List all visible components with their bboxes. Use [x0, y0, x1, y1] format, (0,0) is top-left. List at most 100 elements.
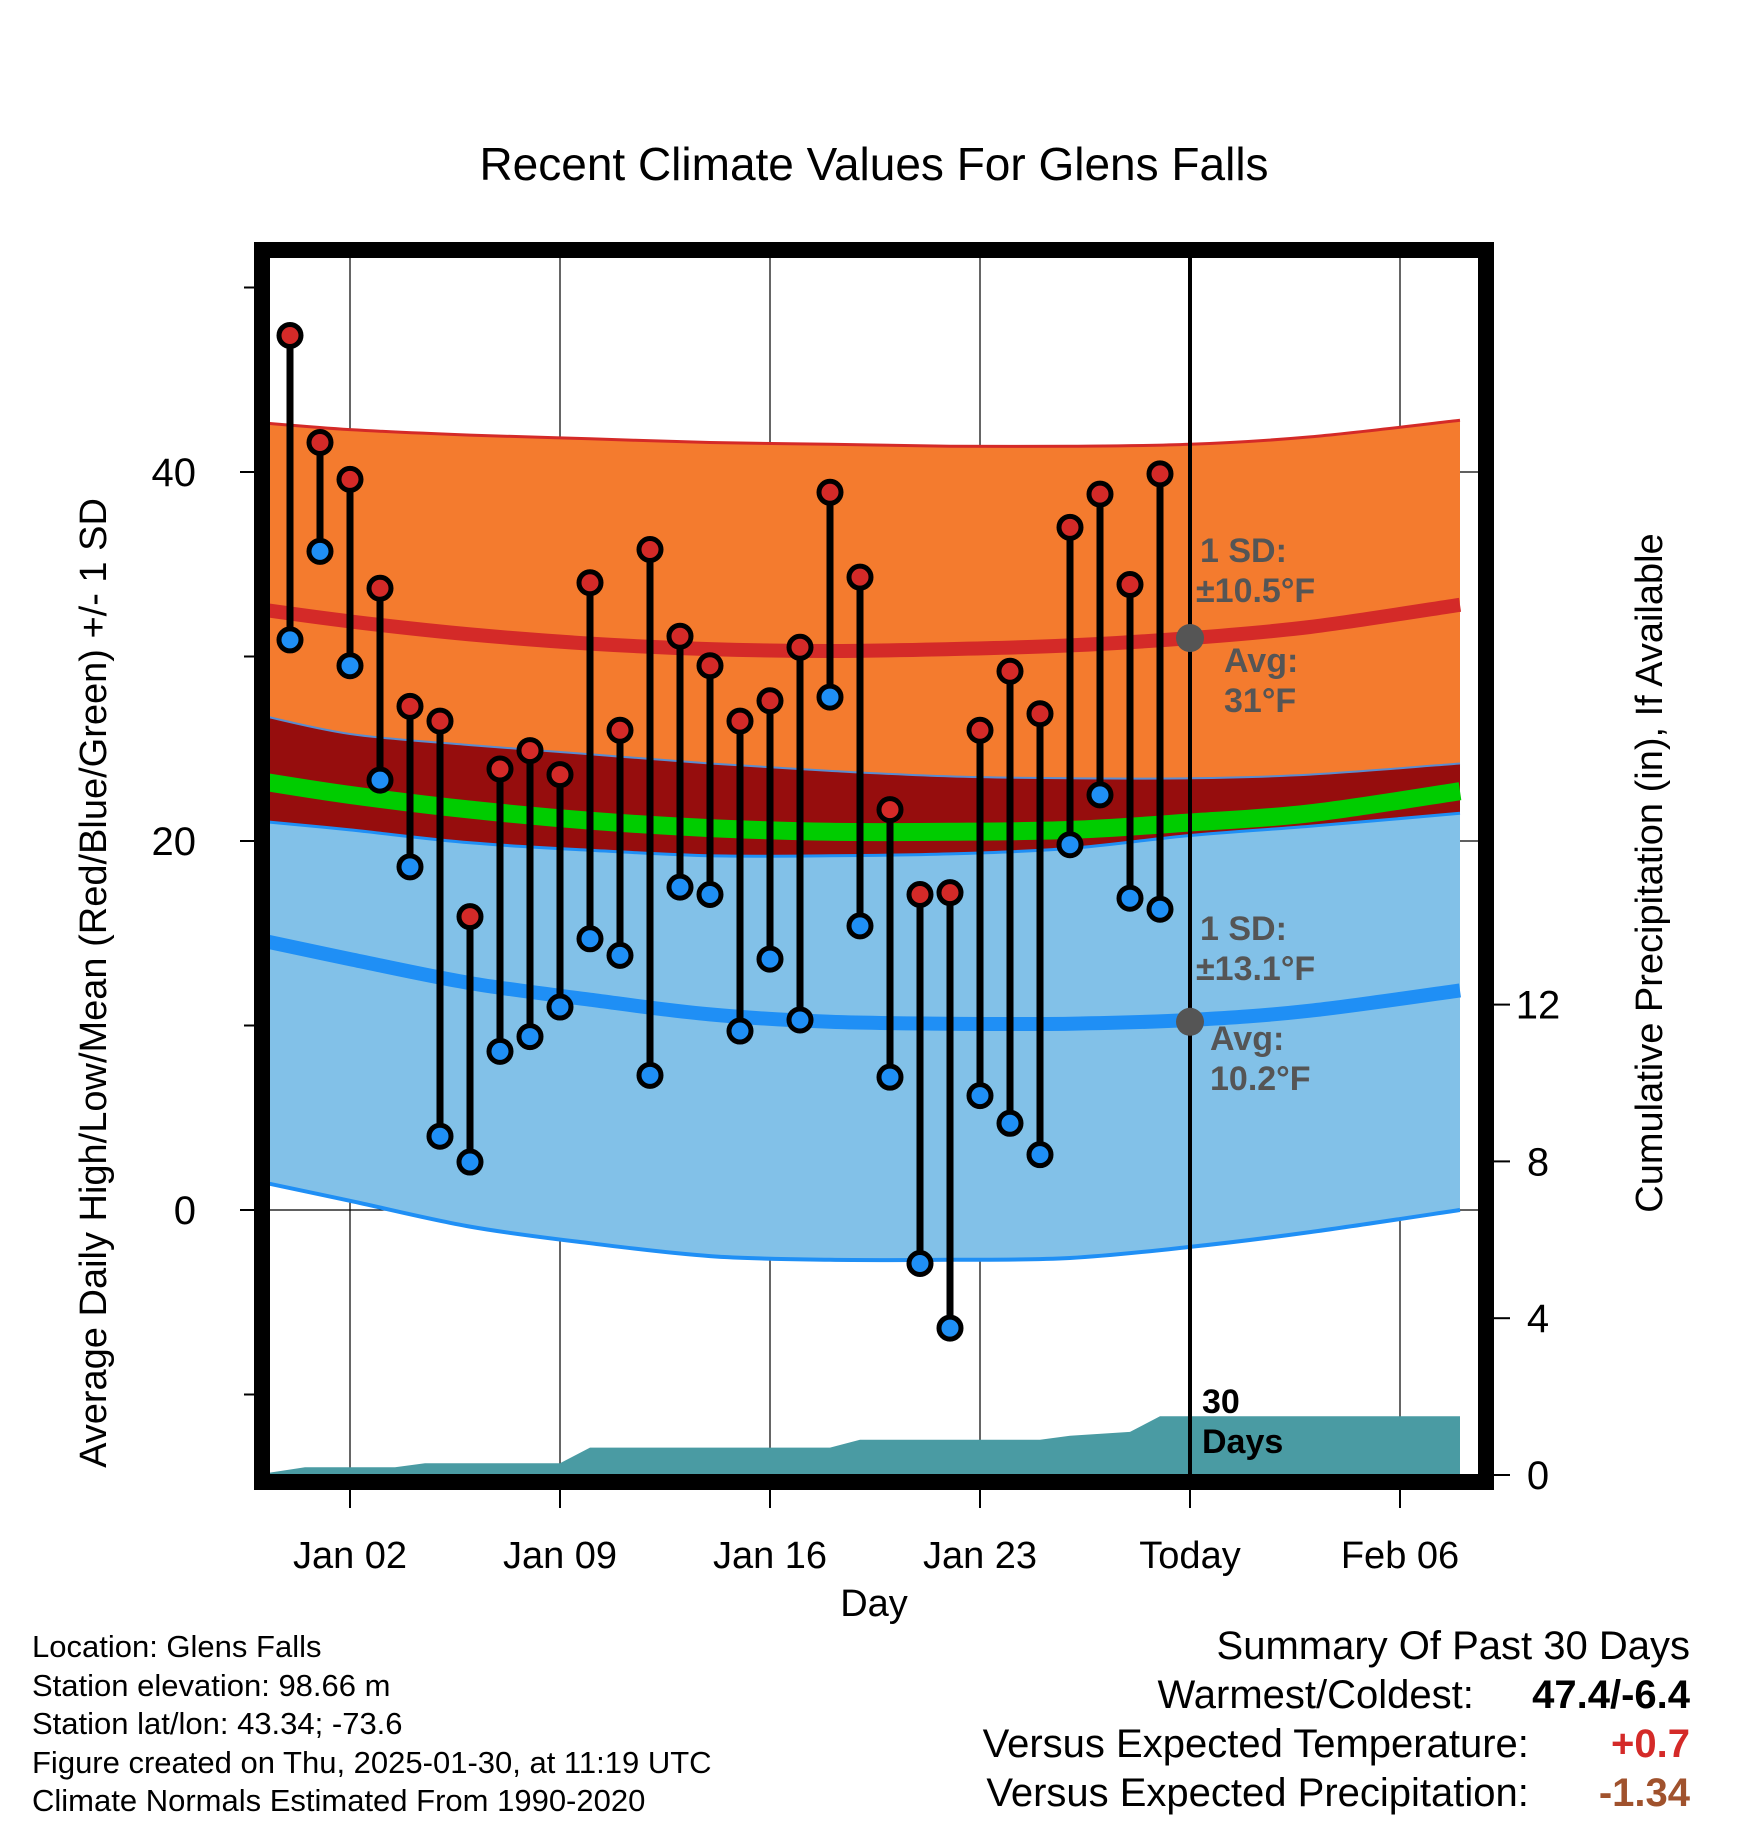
obs-high-point [756, 687, 784, 715]
obs-low-point [516, 1023, 544, 1051]
obs-low-point [456, 1148, 484, 1176]
obs-low-point [936, 1314, 964, 1342]
warmest-value: 47.4/-6.4 [1532, 1673, 1690, 1717]
low-avg-label: Avg: [1210, 1020, 1284, 1058]
obs-low-point [906, 1250, 934, 1278]
obs-high-point [546, 761, 574, 789]
obs-low-point [1056, 831, 1084, 859]
obs-high-point [456, 903, 484, 931]
x-tick-label: Jan 02 [293, 1535, 407, 1577]
chart-title: Recent Climate Values For Glens Falls [479, 138, 1268, 190]
y-axis-right-label: Cumulative Precipitation (in), If Availa… [1629, 533, 1671, 1212]
obs-low-point [726, 1017, 754, 1045]
precip-value: -1.34 [1598, 1771, 1690, 1815]
precipitation-area [260, 1416, 1460, 1480]
obs-low-point [546, 993, 574, 1021]
high-sd-value: ±10.5°F [1196, 572, 1315, 610]
obs-high-point [306, 428, 334, 456]
obs-low-point [396, 853, 424, 881]
obs-high-point [1086, 480, 1114, 508]
y-right-tick-label: 12 [1516, 984, 1561, 1028]
obs-low-point [756, 945, 784, 973]
y-left-tick-label: 0 [174, 1189, 196, 1233]
days-label-word: Days [1202, 1423, 1283, 1461]
high-avg-label: Avg: [1224, 642, 1298, 680]
high-avg-value: 31°F [1224, 682, 1296, 720]
low-sd-upper-line [260, 811, 1461, 858]
high-avg-marker [1176, 624, 1204, 653]
obs-high-point [276, 321, 304, 349]
x-axis-label: Day [840, 1583, 908, 1625]
obs-low-point [576, 925, 604, 953]
obs-low-point [1146, 895, 1174, 923]
mean-normal-line [260, 771, 1462, 842]
obs-low-point [636, 1061, 664, 1089]
obs-low-point [366, 766, 394, 794]
obs-low-point [966, 1082, 994, 1110]
obs-high-point [876, 796, 904, 824]
low-sd-value: ±13.1°F [1196, 950, 1315, 988]
low-sd-label: 1 SD: [1200, 910, 1287, 948]
obs-low-point [306, 537, 334, 565]
obs-low-point [606, 941, 634, 969]
y-axis-left-label: Average Daily High/Low/Mean (Red/Blue/Gr… [73, 498, 115, 1468]
y-right-tick-label: 8 [1527, 1140, 1549, 1184]
normals-text: Climate Normals Estimated From 1990-2020 [32, 1783, 646, 1818]
obs-high-point [636, 535, 664, 563]
latlon-text: Station lat/lon: 43.34; -73.6 [32, 1706, 403, 1741]
obs-high-point [996, 657, 1024, 685]
x-tick-label: Feb 06 [1341, 1535, 1459, 1577]
x-tick-label: Jan 16 [713, 1535, 827, 1577]
summary-title: Summary Of Past 30 Days [1216, 1624, 1690, 1668]
y-left-tick-label: 40 [152, 451, 197, 495]
obs-low-point [876, 1063, 904, 1091]
obs-low-point [666, 873, 694, 901]
plot-frame [254, 242, 1494, 1490]
summary-precip-row: Versus Expected Precipitation: -1.34 [983, 1769, 1690, 1818]
summary-warmest-row: Warmest/Coldest: 47.4/-6.4 [983, 1671, 1691, 1720]
obs-low-point [336, 652, 364, 680]
elevation-text: Station elevation: 98.66 m [32, 1667, 391, 1703]
obs-high-point [1056, 513, 1084, 541]
obs-high-point [516, 737, 544, 765]
obs-high-point [1146, 460, 1174, 488]
obs-low-point [276, 626, 304, 654]
x-tick-label: Jan 23 [923, 1535, 1037, 1577]
y-left-tick-label: 20 [152, 820, 197, 864]
created-text: Figure created on Thu, 2025-01-30, at 11… [32, 1744, 712, 1780]
obs-high-point [1026, 700, 1054, 728]
summary-temp-row: Versus Expected Temperature: +0.7 [983, 1720, 1690, 1769]
obs-low-point [816, 683, 844, 711]
low-avg-value: 10.2°F [1210, 1060, 1311, 1098]
obs-high-point [966, 716, 994, 744]
obs-low-point [426, 1122, 454, 1150]
obs-low-point [786, 1006, 814, 1034]
obs-high-point [1116, 571, 1144, 599]
y-right-tick-label: 4 [1527, 1297, 1549, 1341]
high-sd-lower-line [260, 714, 1461, 780]
temp-value: +0.7 [1611, 1722, 1690, 1766]
obs-high-point [606, 716, 634, 744]
high-sd-upper-line [260, 418, 1461, 448]
low-avg-marker [1176, 1007, 1204, 1036]
obs-low-point [1116, 884, 1144, 912]
x-tick-label: Jan 09 [503, 1535, 617, 1577]
precip-label: Versus Expected Precipitation: [986, 1771, 1529, 1815]
obs-high-point [336, 465, 364, 493]
obs-high-point [576, 569, 604, 597]
obs-high-point [426, 707, 454, 735]
obs-high-point [816, 478, 844, 506]
obs-high-point [396, 692, 424, 720]
days-label-number: 30 [1202, 1383, 1240, 1421]
y-right-tick-label: 0 [1527, 1454, 1549, 1498]
obs-low-point [1026, 1141, 1054, 1169]
obs-high-point [696, 652, 724, 680]
obs-low-point [1086, 781, 1114, 809]
obs-high-point [666, 622, 694, 650]
climate-chart: Recent Climate Values For Glens Falls 1 … [73, 138, 1671, 1625]
obs-high-point [906, 881, 934, 909]
obs-high-point [846, 563, 874, 591]
obs-high-point [486, 755, 514, 783]
obs-low-point [996, 1109, 1024, 1137]
x-tick-label: Today [1139, 1535, 1240, 1577]
